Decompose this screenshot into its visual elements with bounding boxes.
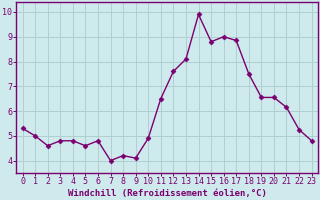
X-axis label: Windchill (Refroidissement éolien,°C): Windchill (Refroidissement éolien,°C) xyxy=(68,189,267,198)
